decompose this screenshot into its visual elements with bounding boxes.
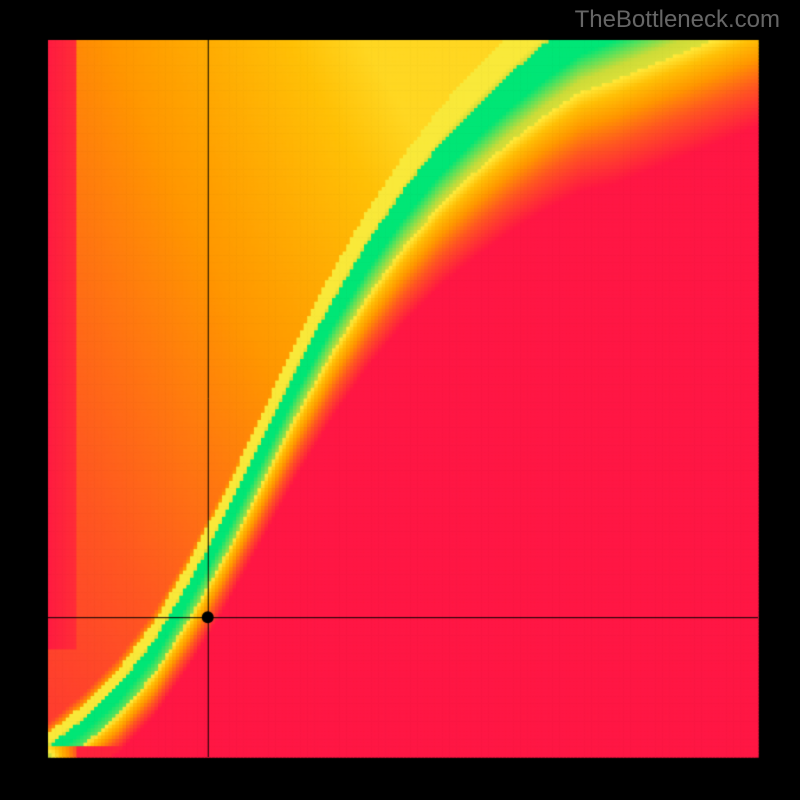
watermark-text: TheBottleneck.com — [575, 6, 780, 34]
heatmap-plot — [0, 0, 800, 800]
root-container: TheBottleneck.com — [0, 0, 800, 800]
